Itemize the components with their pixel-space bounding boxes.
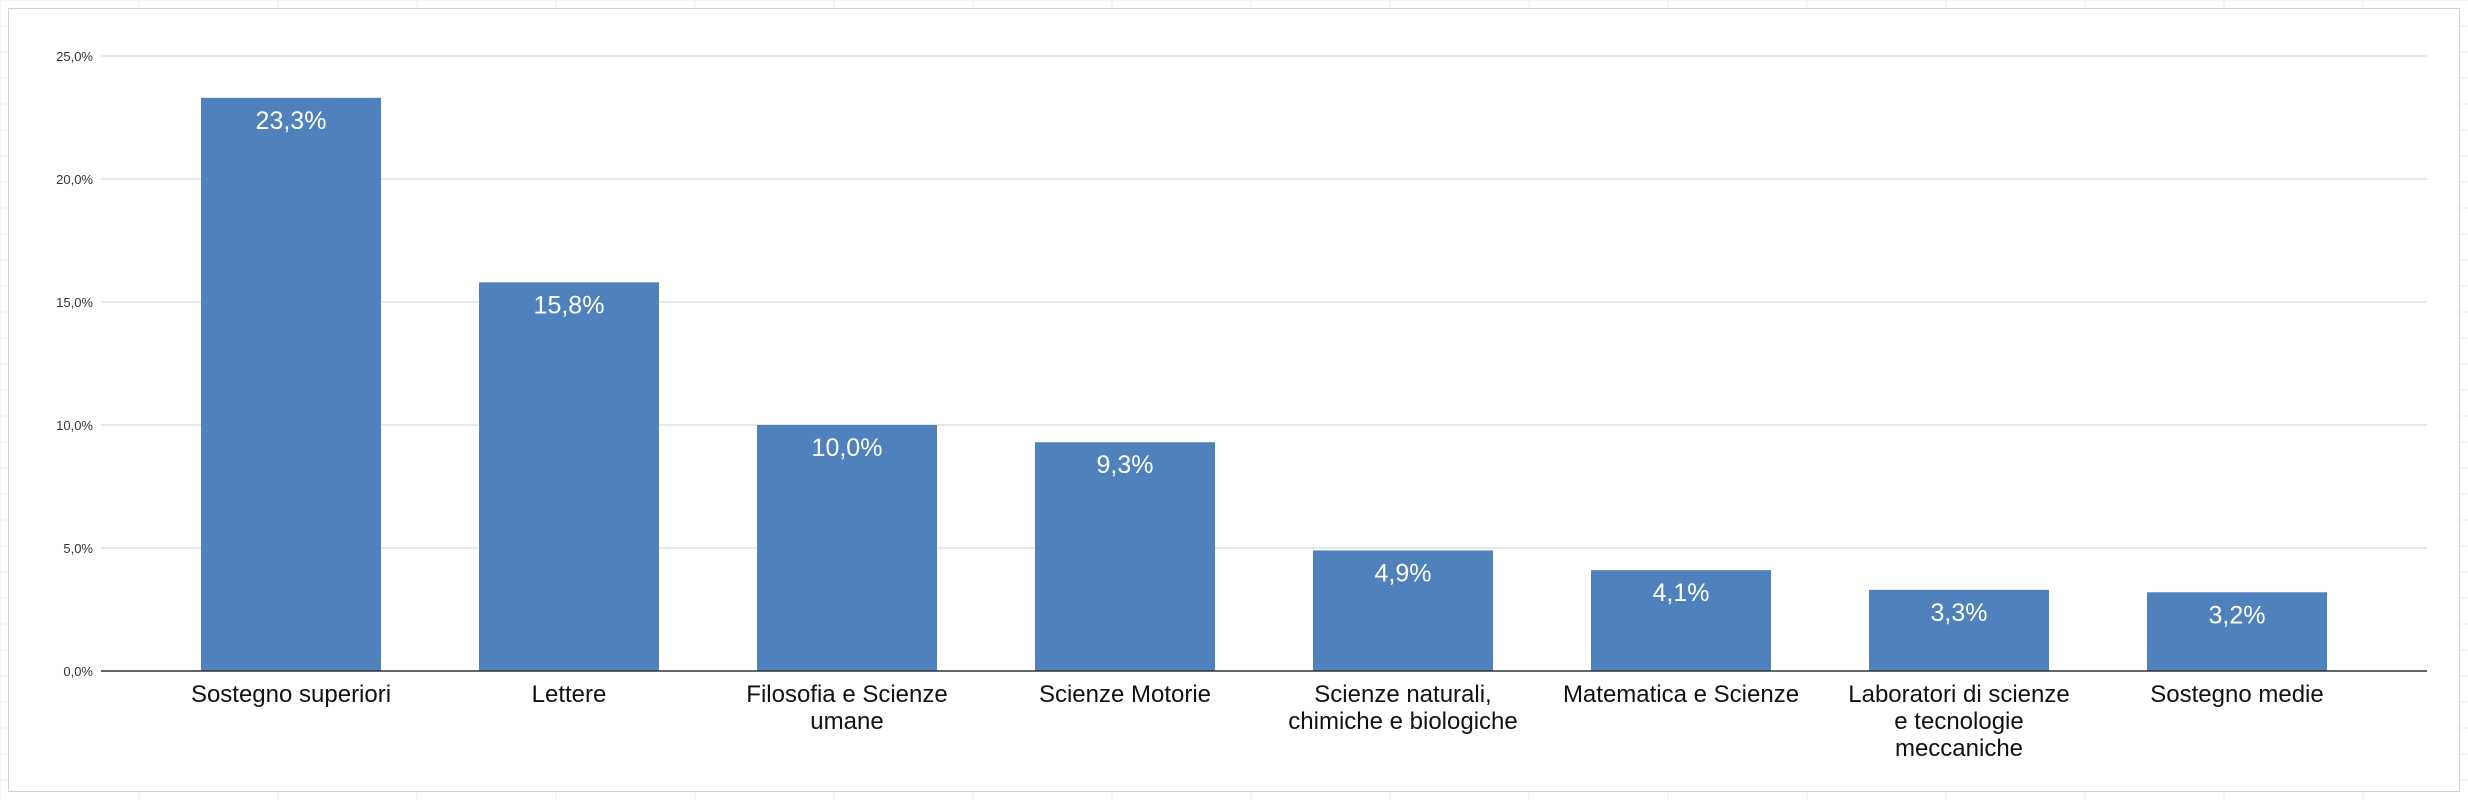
category-label: Lettere bbox=[532, 681, 607, 708]
bar[interactable] bbox=[2147, 592, 2327, 671]
bar[interactable] bbox=[479, 282, 659, 671]
y-tick-label: 15,0% bbox=[56, 295, 93, 310]
y-tick-label: 5,0% bbox=[63, 541, 93, 556]
category-label: Scienze Motorie bbox=[1039, 681, 1211, 708]
y-tick-label: 0,0% bbox=[63, 664, 93, 679]
data-label: 3,3% bbox=[1931, 599, 1988, 627]
y-axis-ticks: 0,0% 5,0% 10,0% 15,0% 20,0% 25,0% bbox=[56, 49, 93, 679]
data-labels: 23,3% 15,8% 10,0% 9,3% 4,9% 4,1% 3,3% 3,2% bbox=[256, 107, 2266, 629]
gridlines bbox=[101, 55, 2427, 549]
bar[interactable] bbox=[1313, 550, 1493, 671]
data-label: 15,8% bbox=[534, 291, 605, 319]
category-label: Laboratori di scienze e tecnologie meccani… bbox=[1848, 681, 2069, 762]
y-tick-label: 10,0% bbox=[56, 418, 93, 433]
category-label: Sostegno superiori bbox=[191, 681, 391, 708]
y-tick-label: 25,0% bbox=[56, 49, 93, 64]
chart-container[interactable]: 0,0% 5,0% 10,0% 15,0% 20,0% 25,0% 23,3% 15,8% 1… bbox=[8, 8, 2460, 792]
category-labels: Sostegno superiori Lettere Filosofia e Sci… bbox=[191, 681, 2324, 762]
data-label: 3,2% bbox=[2209, 601, 2266, 629]
data-label: 23,3% bbox=[256, 107, 327, 135]
data-label: 9,3% bbox=[1097, 451, 1154, 479]
category-label: Sostegno medie bbox=[2150, 681, 2323, 708]
category-label: Matematica e Scienze bbox=[1563, 681, 1799, 708]
category-label: Filosofia e Scienze umane bbox=[746, 681, 947, 735]
bar[interactable] bbox=[1035, 442, 1215, 671]
data-label: 10,0% bbox=[812, 434, 883, 462]
bar[interactable] bbox=[1869, 589, 2049, 671]
bars bbox=[201, 97, 2327, 671]
y-tick-label: 20,0% bbox=[56, 172, 93, 187]
bar[interactable] bbox=[201, 97, 381, 671]
bar[interactable] bbox=[1591, 570, 1771, 671]
bar-chart: 0,0% 5,0% 10,0% 15,0% 20,0% 25,0% 23,3% 15,8% 1… bbox=[56, 49, 2427, 762]
bar[interactable] bbox=[757, 425, 937, 671]
data-label: 4,9% bbox=[1375, 559, 1432, 587]
data-label: 4,1% bbox=[1653, 579, 1710, 607]
category-label: Scienze naturali, chimiche e biologiche bbox=[1288, 681, 1517, 735]
